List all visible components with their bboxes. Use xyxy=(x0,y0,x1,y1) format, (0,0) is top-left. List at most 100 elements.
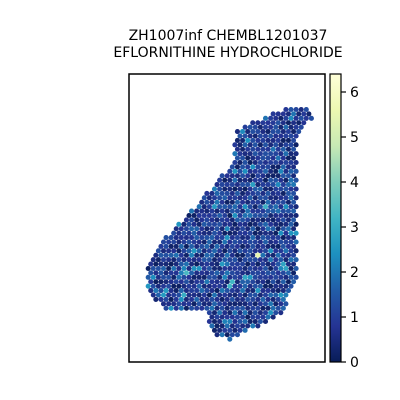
spot-point xyxy=(260,137,266,143)
spot-point xyxy=(150,257,156,263)
spot-point xyxy=(245,155,251,161)
spot-point xyxy=(229,208,235,214)
spot-point xyxy=(265,155,271,161)
spot-point xyxy=(255,155,261,161)
spot-point xyxy=(262,124,269,130)
spot-point xyxy=(189,252,195,258)
spot-point xyxy=(232,292,238,298)
spot-point xyxy=(268,257,274,263)
spot-point xyxy=(247,310,253,316)
spot-point xyxy=(257,283,263,289)
spot-point xyxy=(189,208,195,214)
spot-point xyxy=(217,177,223,183)
spot-point xyxy=(262,151,269,157)
spot-point xyxy=(245,261,251,267)
spot-point xyxy=(260,182,266,188)
spot-point xyxy=(209,270,215,276)
spot-point xyxy=(260,314,266,320)
spot-point xyxy=(153,252,159,258)
spot-point xyxy=(166,301,172,307)
spots-layer xyxy=(145,106,314,342)
spot-point xyxy=(219,270,225,276)
spot-point xyxy=(214,182,220,188)
spot-point xyxy=(257,274,263,280)
spot-point xyxy=(163,270,169,276)
spot-point xyxy=(268,301,274,307)
spot-point xyxy=(237,133,243,139)
spot-point xyxy=(227,265,233,272)
spot-point xyxy=(194,208,200,214)
spot-point xyxy=(247,239,253,245)
spot-point xyxy=(293,257,299,263)
spot-point xyxy=(278,265,284,272)
spot-point xyxy=(227,257,233,263)
spot-point xyxy=(222,292,228,298)
spot-point xyxy=(273,230,279,236)
spot-point xyxy=(270,155,276,161)
spot-point xyxy=(189,217,195,223)
spot-point xyxy=(232,239,238,245)
spot-point xyxy=(306,111,312,117)
spot-point xyxy=(227,212,233,219)
spot-point xyxy=(255,296,261,302)
spot-point xyxy=(273,212,279,219)
spot-point xyxy=(283,204,289,210)
spot-point xyxy=(252,230,258,236)
spot-point xyxy=(178,235,184,241)
spot-point xyxy=(234,252,240,258)
spot-point xyxy=(285,261,292,267)
spot-point xyxy=(275,270,281,276)
spot-point xyxy=(270,146,276,152)
spot-point xyxy=(262,257,269,263)
spot-point xyxy=(211,292,218,298)
spot-point xyxy=(196,239,202,245)
spot-point xyxy=(285,164,292,170)
spot-point xyxy=(181,257,187,263)
spot-point xyxy=(268,292,274,298)
spot-point xyxy=(219,296,225,302)
spot-point xyxy=(268,212,274,219)
spot-point xyxy=(275,164,281,170)
spot-point xyxy=(268,168,274,174)
spot-point xyxy=(265,129,271,135)
spot-point xyxy=(176,265,182,272)
spot-point xyxy=(265,261,271,267)
spot-point xyxy=(191,257,197,263)
spot-point xyxy=(222,310,228,316)
spot-point xyxy=(224,217,230,223)
spot-point xyxy=(275,217,281,223)
spot-point xyxy=(232,212,238,219)
spot-point xyxy=(257,257,263,263)
spot-point xyxy=(240,190,246,196)
spot-point xyxy=(291,190,297,196)
spot-point xyxy=(247,159,253,166)
spot-point xyxy=(273,195,279,201)
spot-point xyxy=(209,314,215,320)
spot-point xyxy=(280,252,286,258)
spot-point xyxy=(250,173,256,179)
spot-point xyxy=(280,217,286,223)
spot-point xyxy=(176,292,182,298)
spot-point xyxy=(291,199,297,205)
spot-point xyxy=(270,288,276,294)
spot-point xyxy=(176,283,182,289)
spot-point xyxy=(209,208,215,214)
spot-point xyxy=(189,235,195,241)
spot-point xyxy=(211,310,218,316)
spot-point xyxy=(201,212,207,219)
spot-point xyxy=(237,195,243,201)
spot-point xyxy=(278,204,284,210)
spot-point xyxy=(199,208,205,214)
spot-point xyxy=(199,279,205,285)
spot-point xyxy=(288,186,294,192)
spot-point xyxy=(245,182,251,188)
spot-point xyxy=(296,111,302,117)
spot-point xyxy=(191,212,197,219)
spot-point xyxy=(166,239,172,245)
spot-point xyxy=(255,261,261,267)
spot-point xyxy=(199,199,205,205)
spot-point xyxy=(265,164,271,170)
spot-point xyxy=(229,217,235,223)
spot-point xyxy=(209,323,215,329)
spot-point xyxy=(257,239,263,245)
